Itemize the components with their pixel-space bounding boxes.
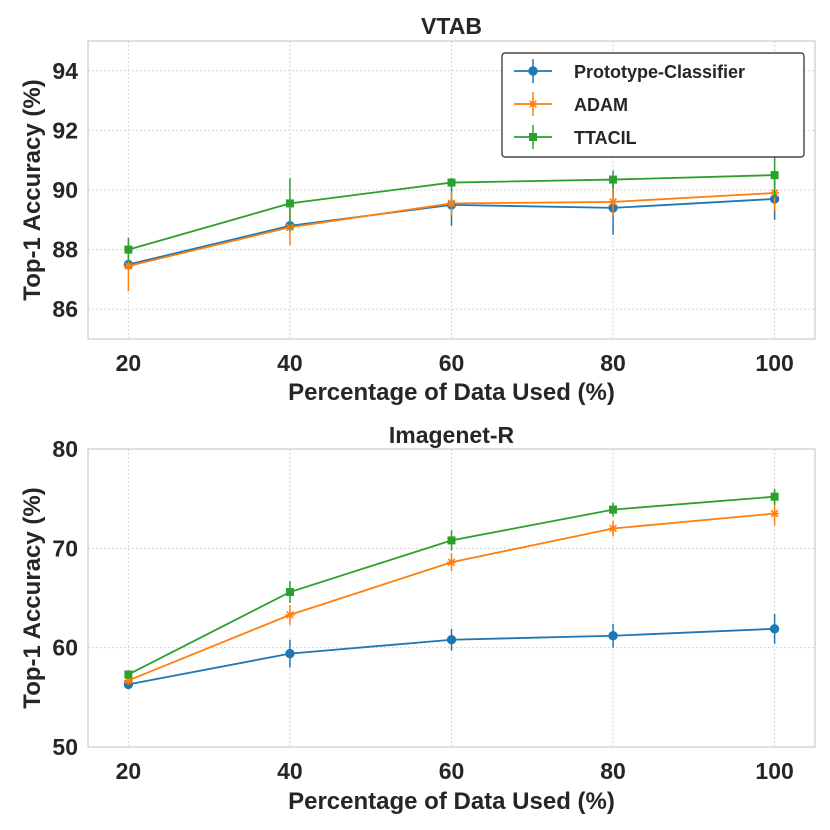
legend-box: [501, 52, 805, 158]
imagenet-r-point-adam: [123, 675, 133, 685]
imagenet-r-point-prototype-classifier: [769, 624, 780, 634]
imagenet-r-axes-frame: [87, 448, 816, 748]
legend-marker-ttacil: [529, 133, 537, 141]
vtab-point-adam: [608, 197, 618, 207]
vtab-y-tick-label: 88: [52, 237, 78, 263]
legend-label-adam: ADAM: [574, 95, 628, 115]
imagenet-r-point-adam: [447, 557, 456, 567]
imagenet-r-title: Imagenet-R: [389, 422, 515, 448]
vtab-axes-frame: [87, 40, 816, 340]
vtab-point-ttacil: [609, 175, 618, 184]
imagenet-r-point-ttacil: [770, 492, 779, 501]
legend-label-ttacil: TTACIL: [574, 128, 637, 148]
imagenet-r-point-prototype-classifier: [285, 648, 295, 659]
imagenet-r-y-tick-label: 70: [52, 535, 78, 561]
vtab-point-ttacil: [770, 171, 779, 180]
vtab-point-adam: [123, 261, 133, 271]
legend-marker-adam: [528, 99, 538, 109]
vtab-x-tick-label: 60: [439, 350, 465, 376]
vtab-x-tick-label: 20: [116, 350, 142, 376]
vtab-series-ttacil: [124, 152, 779, 262]
imagenet-r-x-tick-label: 40: [277, 758, 303, 784]
imagenet-r-point-prototype-classifier: [446, 635, 457, 645]
vtab-y-axis-label: Top-1 Accuracy (%): [19, 79, 46, 300]
imagenet-r-x-tick-label: 100: [755, 758, 793, 784]
vtab-legend: Prototype-Classifier ADAM TTACIL: [501, 52, 805, 158]
imagenet-r-y-tick-label: 60: [52, 635, 78, 661]
imagenet-r-point-ttacil: [609, 505, 618, 514]
imagenet-r-point-prototype-classifier: [608, 631, 618, 641]
vtab-point-adam: [447, 198, 456, 208]
imagenet-r-point-ttacil: [285, 588, 294, 597]
imagenet-r-y-axis-label: Top-1 Accuracy (%): [19, 487, 46, 708]
imagenet-r-x-axis-label: Percentage of Data Used (%): [288, 788, 615, 815]
vtab-x-tick-label: 80: [600, 350, 626, 376]
vtab-x-axis-label: Percentage of Data Used (%): [288, 379, 615, 406]
imagenet-r-y-tick-label: 80: [52, 436, 78, 462]
vtab-x-tick-label: 40: [277, 350, 303, 376]
imagenet-r-series-adam: [123, 501, 780, 685]
imagenet-r-series-ttacil: [124, 488, 779, 679]
vtab-point-ttacil: [285, 199, 294, 208]
vtab-y-tick-label: 90: [52, 177, 78, 203]
vtab-y-tick-label: 94: [52, 58, 78, 84]
legend-label-prototype-classifier: Prototype-Classifier: [574, 62, 745, 82]
vtab-x-tick-label: 100: [755, 350, 793, 376]
imagenet-r-y-tick-label: 50: [52, 734, 78, 760]
legend-marker-prototype-classifier: [528, 66, 538, 76]
imagenet-r-point-adam: [770, 509, 780, 519]
imagenet-r-x-tick-label: 60: [439, 758, 465, 784]
vtab-point-ttacil: [447, 178, 456, 187]
imagenet-r-point-adam: [608, 523, 618, 533]
imagenet-r-point-adam: [285, 610, 295, 620]
imagenet-r-point-ttacil: [124, 670, 133, 679]
imagenet-r-point-ttacil: [447, 536, 456, 545]
imagenet-r-panel: 20 40 60 80 100 50 60 70 80 Imagenet-R Percentage …: [19, 422, 816, 815]
vtab-title: VTAB: [421, 13, 482, 39]
vtab-y-tick-label: 86: [52, 296, 78, 322]
vtab-point-ttacil: [124, 245, 133, 254]
vtab-panel: 20 40 60 80 100 86 88 90 92 94 VTAB Percentage of D…: [19, 13, 816, 406]
imagenet-r-x-tick-label: 20: [116, 758, 142, 784]
imagenet-r-x-tick-label: 80: [600, 758, 626, 784]
vtab-y-tick-label: 92: [52, 117, 78, 143]
